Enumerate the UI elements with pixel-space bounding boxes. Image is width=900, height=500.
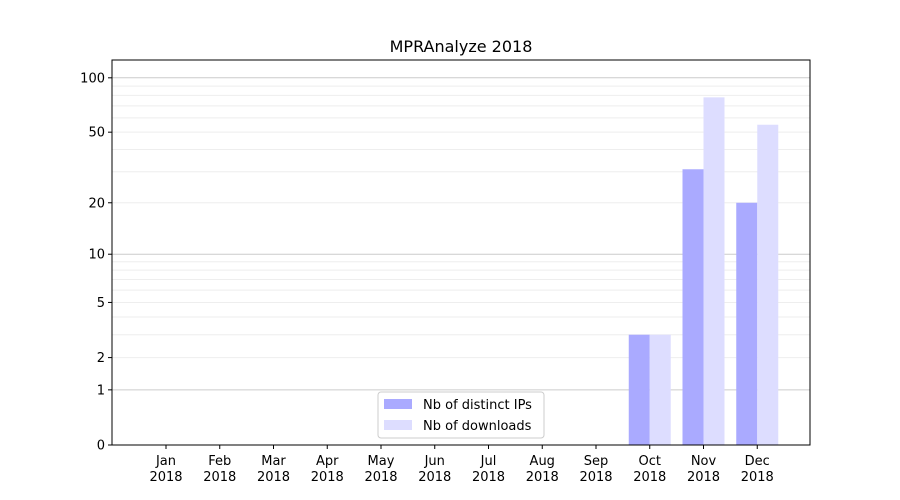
x-tick-label: Sep 2018 — [579, 454, 612, 485]
x-tick-label-line: 2018 — [526, 470, 559, 485]
x-tick-label: Jun 2018 — [418, 454, 451, 485]
x-tick-label: Oct 2018 — [633, 454, 666, 485]
x-tick-label-line: 2018 — [311, 470, 344, 485]
x-tick-label-line: 2018 — [579, 470, 612, 485]
x-tick-label: Jan 2018 — [149, 454, 182, 485]
bar-ips — [736, 202, 758, 445]
x-tick-label-line: Jan — [155, 454, 176, 469]
x-tick-label: Dec 2018 — [741, 454, 774, 485]
x-tick-label-line: Jul — [480, 454, 497, 469]
x-tick-label-line: Sep — [584, 454, 609, 469]
x-tick-label-line: 2018 — [687, 470, 720, 485]
y-tick-label: 20 — [88, 196, 105, 211]
x-tick-label-line: Mar — [261, 454, 286, 469]
x-tick-label-line: Nov — [691, 454, 717, 469]
x-tick-label-line: Apr — [316, 454, 339, 469]
bar-downloads — [703, 97, 725, 446]
legend-label: Nb of distinct IPs — [423, 398, 532, 413]
x-tick-label-line: 2018 — [203, 470, 236, 485]
plot-frame — [111, 59, 811, 446]
y-tick-label: 1 — [97, 383, 105, 398]
legend-swatch — [384, 399, 412, 409]
x-tick-label-line: 2018 — [741, 470, 774, 485]
x-tick-label-line: Aug — [530, 454, 555, 469]
x-tick-label-line: 2018 — [149, 470, 182, 485]
x-tick-label-line: Dec — [745, 454, 770, 469]
x-tick-label-line: 2018 — [364, 470, 397, 485]
bar-downloads — [649, 334, 671, 445]
legend-box — [377, 391, 545, 439]
chart-title: MPRAnalyze 2018 — [390, 37, 533, 56]
x-tick-label-line: Feb — [208, 454, 231, 469]
bar-downloads — [757, 124, 779, 445]
x-tick-label: Nov 2018 — [687, 454, 720, 485]
x-tick-label-line: 2018 — [418, 470, 451, 485]
x-tick-label-line: Oct — [639, 454, 661, 469]
legend-swatch — [384, 420, 412, 430]
y-tick-label: 5 — [97, 296, 105, 311]
x-tick-label: May 2018 — [364, 454, 397, 485]
x-tick-label-line: 2018 — [633, 470, 666, 485]
x-tick-label: Aug 2018 — [526, 454, 559, 485]
y-tick-label: 10 — [88, 248, 105, 263]
x-tick-label: Mar 2018 — [257, 454, 290, 485]
legend-label: Nb of downloads — [423, 419, 532, 434]
y-tick-label: 50 — [88, 126, 105, 141]
x-tick-label-line: 2018 — [472, 470, 505, 485]
x-tick-label-line: Jun — [424, 454, 445, 469]
y-tick-label: 100 — [80, 71, 105, 86]
x-tick-label-line: 2018 — [257, 470, 290, 485]
bar-ips — [628, 334, 650, 445]
legend: Nb of distinct IPs Nb of downloads — [377, 391, 545, 439]
y-tick-label: 2 — [97, 351, 105, 366]
x-tick-label-line: May — [368, 454, 395, 469]
y-tick-label: 0 — [97, 439, 105, 454]
x-tick-label: Apr 2018 — [311, 454, 344, 485]
x-tick-label: Jul 2018 — [472, 454, 505, 485]
x-tick-label: Feb 2018 — [203, 454, 236, 485]
bar-ips — [682, 169, 704, 445]
